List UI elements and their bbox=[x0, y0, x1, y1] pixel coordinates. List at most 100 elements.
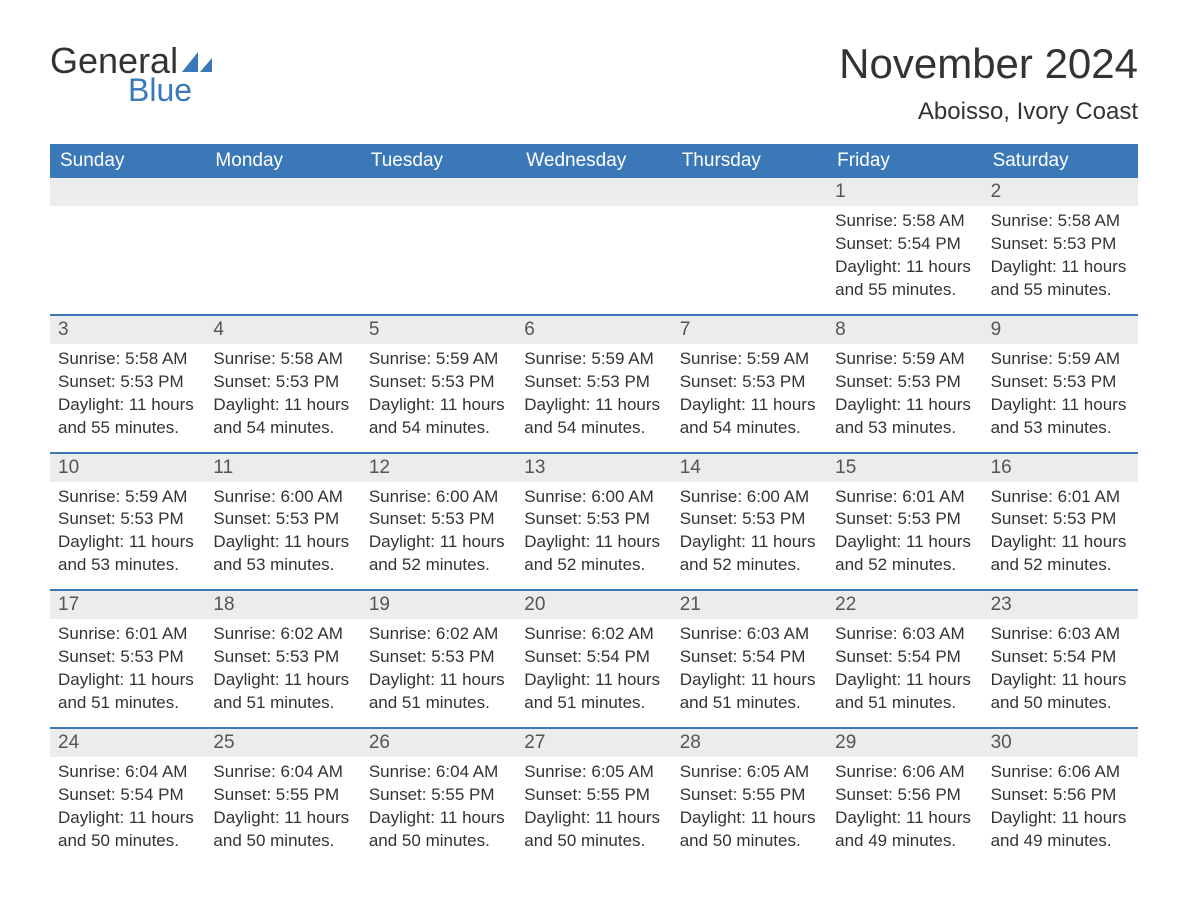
title-block: November 2024 Aboisso, Ivory Coast bbox=[839, 40, 1138, 126]
day-cell: 22Sunrise: 6:03 AMSunset: 5:54 PMDayligh… bbox=[827, 591, 982, 727]
sunset-line: Sunset: 5:56 PM bbox=[991, 784, 1130, 807]
day-cell: 14Sunrise: 6:00 AMSunset: 5:53 PMDayligh… bbox=[672, 454, 827, 590]
day-content: Sunrise: 5:59 AMSunset: 5:53 PMDaylight:… bbox=[361, 344, 516, 452]
header: General Blue November 2024 Aboisso, Ivor… bbox=[50, 40, 1138, 126]
day-cell: 23Sunrise: 6:03 AMSunset: 5:54 PMDayligh… bbox=[983, 591, 1138, 727]
sunrise-line: Sunrise: 6:04 AM bbox=[58, 761, 197, 784]
daylight-line: Daylight: 11 hours and 51 minutes. bbox=[524, 669, 663, 715]
day-number: 12 bbox=[361, 454, 516, 482]
day-cell: 7Sunrise: 5:59 AMSunset: 5:53 PMDaylight… bbox=[672, 316, 827, 452]
day-number: 21 bbox=[672, 591, 827, 619]
day-cell: 6Sunrise: 5:59 AMSunset: 5:53 PMDaylight… bbox=[516, 316, 671, 452]
sunrise-line: Sunrise: 5:59 AM bbox=[680, 348, 819, 371]
sunset-line: Sunset: 5:53 PM bbox=[524, 508, 663, 531]
sunrise-line: Sunrise: 5:59 AM bbox=[524, 348, 663, 371]
daylight-line: Daylight: 11 hours and 51 minutes. bbox=[680, 669, 819, 715]
day-content: Sunrise: 5:59 AMSunset: 5:53 PMDaylight:… bbox=[50, 482, 205, 590]
day-number: 14 bbox=[672, 454, 827, 482]
daylight-line: Daylight: 11 hours and 50 minutes. bbox=[991, 669, 1130, 715]
logo-text-blue: Blue bbox=[128, 72, 192, 109]
sunrise-line: Sunrise: 5:59 AM bbox=[835, 348, 974, 371]
daylight-line: Daylight: 11 hours and 50 minutes. bbox=[369, 807, 508, 853]
day-cell: 12Sunrise: 6:00 AMSunset: 5:53 PMDayligh… bbox=[361, 454, 516, 590]
day-content: Sunrise: 6:00 AMSunset: 5:53 PMDaylight:… bbox=[205, 482, 360, 590]
sunrise-line: Sunrise: 5:58 AM bbox=[213, 348, 352, 371]
sunset-line: Sunset: 5:53 PM bbox=[369, 646, 508, 669]
day-content: Sunrise: 6:04 AMSunset: 5:54 PMDaylight:… bbox=[50, 757, 205, 865]
day-number: 22 bbox=[827, 591, 982, 619]
sunset-line: Sunset: 5:53 PM bbox=[991, 371, 1130, 394]
day-content: Sunrise: 6:01 AMSunset: 5:53 PMDaylight:… bbox=[983, 482, 1138, 590]
sunrise-line: Sunrise: 6:03 AM bbox=[991, 623, 1130, 646]
day-number: 4 bbox=[205, 316, 360, 344]
day-number: 26 bbox=[361, 729, 516, 757]
day-content: Sunrise: 5:58 AMSunset: 5:53 PMDaylight:… bbox=[983, 206, 1138, 314]
empty-day-bar bbox=[205, 178, 360, 206]
weekday-header: Tuesday bbox=[361, 144, 516, 178]
sunrise-line: Sunrise: 5:58 AM bbox=[991, 210, 1130, 233]
sunset-line: Sunset: 5:53 PM bbox=[213, 646, 352, 669]
day-content: Sunrise: 6:02 AMSunset: 5:53 PMDaylight:… bbox=[361, 619, 516, 727]
daylight-line: Daylight: 11 hours and 52 minutes. bbox=[991, 531, 1130, 577]
day-cell bbox=[516, 178, 671, 314]
day-content: Sunrise: 6:05 AMSunset: 5:55 PMDaylight:… bbox=[516, 757, 671, 865]
day-content: Sunrise: 6:00 AMSunset: 5:53 PMDaylight:… bbox=[361, 482, 516, 590]
day-cell: 18Sunrise: 6:02 AMSunset: 5:53 PMDayligh… bbox=[205, 591, 360, 727]
daylight-line: Daylight: 11 hours and 49 minutes. bbox=[835, 807, 974, 853]
weekday-header: Wednesday bbox=[516, 144, 671, 178]
day-cell: 8Sunrise: 5:59 AMSunset: 5:53 PMDaylight… bbox=[827, 316, 982, 452]
day-cell: 28Sunrise: 6:05 AMSunset: 5:55 PMDayligh… bbox=[672, 729, 827, 865]
empty-day-bar bbox=[361, 178, 516, 206]
day-number: 7 bbox=[672, 316, 827, 344]
empty-day-bar bbox=[516, 178, 671, 206]
sunset-line: Sunset: 5:55 PM bbox=[680, 784, 819, 807]
day-number: 28 bbox=[672, 729, 827, 757]
day-content: Sunrise: 6:06 AMSunset: 5:56 PMDaylight:… bbox=[983, 757, 1138, 865]
day-content: Sunrise: 6:02 AMSunset: 5:54 PMDaylight:… bbox=[516, 619, 671, 727]
day-number: 11 bbox=[205, 454, 360, 482]
sunrise-line: Sunrise: 5:59 AM bbox=[991, 348, 1130, 371]
day-cell: 5Sunrise: 5:59 AMSunset: 5:53 PMDaylight… bbox=[361, 316, 516, 452]
month-title: November 2024 bbox=[839, 40, 1138, 88]
daylight-line: Daylight: 11 hours and 55 minutes. bbox=[991, 256, 1130, 302]
day-cell: 25Sunrise: 6:04 AMSunset: 5:55 PMDayligh… bbox=[205, 729, 360, 865]
day-cell: 11Sunrise: 6:00 AMSunset: 5:53 PMDayligh… bbox=[205, 454, 360, 590]
sunset-line: Sunset: 5:53 PM bbox=[58, 508, 197, 531]
day-cell: 27Sunrise: 6:05 AMSunset: 5:55 PMDayligh… bbox=[516, 729, 671, 865]
day-number: 17 bbox=[50, 591, 205, 619]
sunset-line: Sunset: 5:54 PM bbox=[835, 646, 974, 669]
sunrise-line: Sunrise: 6:03 AM bbox=[835, 623, 974, 646]
empty-day-bar bbox=[50, 178, 205, 206]
sunrise-line: Sunrise: 6:01 AM bbox=[991, 486, 1130, 509]
sunrise-line: Sunrise: 6:00 AM bbox=[369, 486, 508, 509]
sunrise-line: Sunrise: 5:59 AM bbox=[369, 348, 508, 371]
sunrise-line: Sunrise: 5:58 AM bbox=[835, 210, 974, 233]
sunrise-line: Sunrise: 6:06 AM bbox=[991, 761, 1130, 784]
logo-sail-icon bbox=[182, 50, 212, 72]
day-cell: 19Sunrise: 6:02 AMSunset: 5:53 PMDayligh… bbox=[361, 591, 516, 727]
day-number: 29 bbox=[827, 729, 982, 757]
day-number: 15 bbox=[827, 454, 982, 482]
sunset-line: Sunset: 5:53 PM bbox=[58, 646, 197, 669]
sunset-line: Sunset: 5:53 PM bbox=[835, 371, 974, 394]
day-content: Sunrise: 5:59 AMSunset: 5:53 PMDaylight:… bbox=[672, 344, 827, 452]
daylight-line: Daylight: 11 hours and 51 minutes. bbox=[213, 669, 352, 715]
day-cell: 30Sunrise: 6:06 AMSunset: 5:56 PMDayligh… bbox=[983, 729, 1138, 865]
sunset-line: Sunset: 5:54 PM bbox=[524, 646, 663, 669]
sunset-line: Sunset: 5:53 PM bbox=[369, 508, 508, 531]
daylight-line: Daylight: 11 hours and 54 minutes. bbox=[524, 394, 663, 440]
sunset-line: Sunset: 5:54 PM bbox=[835, 233, 974, 256]
weekday-header: Friday bbox=[827, 144, 982, 178]
day-content: Sunrise: 6:03 AMSunset: 5:54 PMDaylight:… bbox=[983, 619, 1138, 727]
day-content: Sunrise: 6:02 AMSunset: 5:53 PMDaylight:… bbox=[205, 619, 360, 727]
sunset-line: Sunset: 5:54 PM bbox=[58, 784, 197, 807]
daylight-line: Daylight: 11 hours and 49 minutes. bbox=[991, 807, 1130, 853]
day-number: 19 bbox=[361, 591, 516, 619]
sunset-line: Sunset: 5:53 PM bbox=[213, 508, 352, 531]
day-content: Sunrise: 5:58 AMSunset: 5:54 PMDaylight:… bbox=[827, 206, 982, 314]
day-cell: 21Sunrise: 6:03 AMSunset: 5:54 PMDayligh… bbox=[672, 591, 827, 727]
day-content: Sunrise: 6:01 AMSunset: 5:53 PMDaylight:… bbox=[50, 619, 205, 727]
sunrise-line: Sunrise: 6:03 AM bbox=[680, 623, 819, 646]
day-content: Sunrise: 5:59 AMSunset: 5:53 PMDaylight:… bbox=[516, 344, 671, 452]
day-content: Sunrise: 6:04 AMSunset: 5:55 PMDaylight:… bbox=[205, 757, 360, 865]
